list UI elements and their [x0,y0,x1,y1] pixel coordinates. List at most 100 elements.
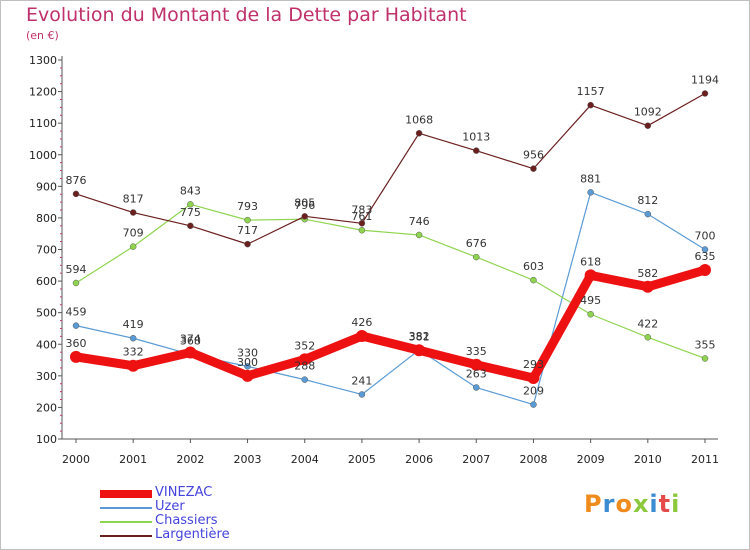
logo-letter: i [649,490,659,518]
legend-swatch-uzer [100,507,152,509]
data-label-largenti-re: 1157 [577,85,605,98]
logo-letter: o [615,490,633,518]
data-point-chassiers [701,355,709,362]
data-point-largenti-re [644,122,652,129]
data-point-uzer [129,334,137,342]
y-tick-label: 1300 [29,54,57,67]
data-label-vinezac: 360 [66,337,87,350]
data-label-uzer: 330 [237,346,258,359]
data-point-uzer [587,189,594,196]
chart-title: Evolution du Montant de la Dette par Hab… [26,4,467,26]
data-point-chassiers [587,310,594,318]
data-label-uzer: 881 [580,172,601,185]
y-tick-label: 900 [36,180,57,193]
data-label-vinezac: 635 [695,250,716,263]
series-line-vinezac [71,265,710,383]
series-line-chassiers [75,203,706,360]
data-point-largenti-re [187,222,194,230]
data-label-uzer: 459 [66,306,87,319]
data-label-uzer: 419 [123,318,144,331]
data-point-uzer [244,363,251,370]
data-label-vinezac: 381 [409,330,430,343]
x-tick-label: 2002 [176,453,204,466]
data-point-vinezac [413,344,426,357]
data-label-vinezac: 293 [523,358,544,371]
data-point-vinezac [641,280,654,293]
y-tick-label: 1100 [29,117,57,130]
data-label-largenti-re: 717 [237,224,258,237]
data-label-chassiers: 793 [237,200,258,213]
data-label-largenti-re: 783 [351,203,372,216]
data-label-uzer: 209 [523,385,544,398]
data-label-vinezac: 332 [123,346,144,359]
data-point-largenti-re [301,213,308,220]
data-label-chassiers: 495 [580,294,601,307]
data-labels: 459 419 368 330 288 241 382 263 209 881 812 700 594 7… [66,73,720,397]
data-label-uzer: 382 [409,330,430,343]
data-label-chassiers: 709 [123,227,144,240]
data-label-largenti-re: 1092 [634,106,662,119]
data-point-uzer [644,210,652,218]
y-tick-label: 1200 [29,86,57,99]
data-point-uzer [701,246,709,253]
x-tick-label: 2005 [348,453,376,466]
legend-swatch-largenti-re [100,535,152,537]
data-point-vinezac [184,346,197,359]
logo-letter: t [658,490,672,518]
legend-label-vinezac: VINEZAC [155,485,213,500]
chart-subtitle: (en €) [26,29,59,42]
data-label-vinezac: 582 [637,267,658,280]
legend-label-chassiers: Chassiers [155,513,218,528]
data-point-largenti-re [473,147,480,154]
data-point-largenti-re [129,209,137,216]
y-tick-label: 300 [36,370,57,383]
x-tick-label: 2011 [691,453,719,466]
series-line-uzer [75,191,706,406]
proxiti-logo: Proxiti [584,490,680,518]
data-label-largenti-re: 1194 [691,73,719,86]
data-point-vinezac [584,269,597,282]
data-point-chassiers [415,231,423,239]
data-point-vinezac [70,350,82,363]
data-label-uzer: 263 [466,368,487,381]
data-point-chassiers [244,216,251,224]
x-tick-label: 2004 [291,453,319,466]
data-point-chassiers [187,201,194,208]
y-tick-label: 600 [36,275,57,288]
data-point-largenti-re [530,165,537,172]
data-point-largenti-re [415,130,423,137]
data-label-largenti-re: 1013 [462,131,490,144]
data-point-vinezac [470,358,483,371]
data-point-vinezac [527,372,540,385]
data-point-chassiers [530,276,537,284]
x-tick-label: 2008 [519,453,547,466]
y-tick-label: 400 [36,338,57,351]
legend-label-uzer: Uzer [155,499,185,514]
data-point-largenti-re [358,220,366,227]
data-label-vinezac: 335 [466,345,487,358]
y-tick-label: 100 [36,433,57,446]
logo-letter: P [584,490,603,518]
logo-letter: i [671,490,681,518]
x-tick-label: 2001 [119,453,147,466]
data-point-chassiers [129,243,137,250]
legend-label-largenti-re: Largentière [155,527,230,542]
data-label-largenti-re: 775 [180,206,201,219]
logo-letter: r [602,490,616,518]
data-label-uzer: 812 [637,194,658,207]
x-tick-label: 2009 [577,453,605,466]
data-point-uzer [301,376,308,383]
data-point-chassiers [473,253,480,261]
legend-swatch-chassiers [100,521,152,523]
axes: 100 200 300 400 500 600 700 800 900 1000 1100 1200 1… [29,54,719,466]
data-label-chassiers: 746 [409,215,430,228]
series-line-largenti-re [75,92,706,245]
data-point-vinezac [355,330,368,343]
data-label-chassiers: 843 [180,184,201,197]
data-label-largenti-re: 956 [523,149,544,162]
data-point-vinezac [298,353,311,366]
y-tick-label: 200 [36,401,57,414]
data-point-chassiers [358,226,366,234]
